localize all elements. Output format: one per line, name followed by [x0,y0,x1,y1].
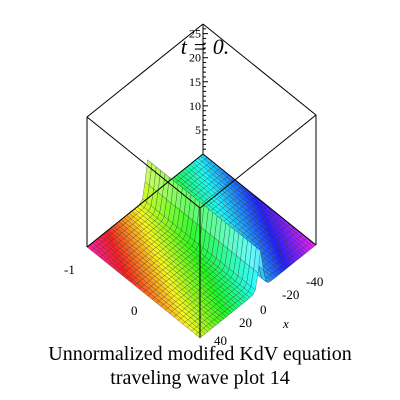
y-tick-label: 0 [131,303,138,318]
z-tick-label: 15 [189,75,201,89]
box-edge [86,153,204,248]
y-tick-label: -1 [64,262,75,277]
box-edge [199,114,317,209]
caption-line: Unnormalized modifed KdV equation [48,343,352,365]
box-edge [202,23,317,116]
z-tick-label: 10 [189,99,201,113]
z-tick-label: 20 [189,51,201,65]
x-tick-label: 20 [239,315,252,330]
figure-caption: Unnormalized modifed KdV equation travel… [0,342,400,390]
box-edge [86,116,201,209]
bounding-box [86,23,317,338]
z-tick-label: 25 [189,27,201,41]
surface-cell [195,332,203,339]
z-axis: 5 10 15 20 25 [189,24,208,154]
surface-mesh [86,153,317,339]
x-tick-label: 0 [260,302,267,317]
x-tick-label: -40 [306,274,323,289]
x-axis-label: x [282,316,289,331]
caption-line: traveling wave plot 14 [110,367,290,389]
x-tick-label: -20 [282,287,299,302]
box-edge [202,153,317,246]
box-edge [86,23,204,118]
x-tick-label: 40 [214,333,227,348]
z-tick-label: 5 [195,123,201,137]
